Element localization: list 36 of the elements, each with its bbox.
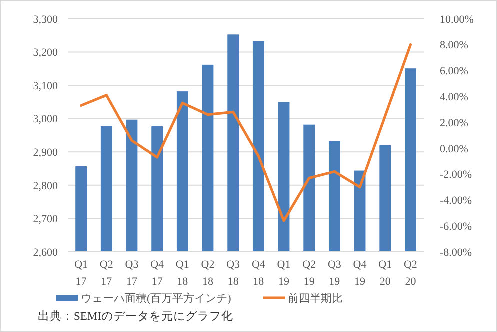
y2-tick-label: 0.00% — [440, 143, 468, 156]
x-tick-label: Q3 19 — [328, 259, 342, 288]
y-tick-label: 2,700 — [33, 214, 58, 226]
y-tick-label: 2,600 — [33, 246, 58, 259]
y-tick-label: 3,300 — [33, 14, 58, 26]
y2-tick-label: -8.00% — [440, 246, 472, 259]
x-tick-label: Q2 19 — [302, 259, 316, 288]
y-tick-label: 3,200 — [33, 47, 58, 60]
legend-label: ウェーハ面積(百万平方インチ) — [81, 292, 232, 305]
legend-label: 前四半期比 — [288, 292, 343, 305]
y-tick-label: 2,900 — [33, 146, 58, 159]
x-tick-label: Q4 18 — [252, 259, 266, 288]
y2-tick-label: -2.00% — [440, 169, 472, 182]
x-tick-label: Q1 18 — [176, 259, 190, 288]
y2-tick-label: 6.00% — [440, 66, 468, 78]
source-note: 出典：SEMIのデータを元にグラフ化 — [38, 310, 234, 323]
x-tick-label: Q2 20 — [404, 259, 418, 288]
y2-tick-label: 2.00% — [440, 117, 468, 130]
line-series — [80, 44, 412, 222]
x-tick-label: Q1 20 — [378, 259, 392, 288]
y-tick-label: 3,000 — [33, 114, 58, 126]
x-tick-label: Q3 18 — [226, 259, 241, 288]
x-tick-label: Q4 17 — [150, 259, 165, 288]
y2-tick-label: 10.00% — [440, 14, 474, 26]
y2-tick-label: -6.00% — [440, 220, 472, 233]
y-tick-label: 3,100 — [33, 80, 58, 92]
y2-tick-label: 8.00% — [440, 40, 468, 52]
x-tick-label: Q1 17 — [74, 259, 88, 288]
y2-tick-label: -4.00% — [440, 195, 472, 208]
x-tick-label: Q4 19 — [353, 259, 368, 288]
y-tick-label: 2,800 — [33, 180, 58, 192]
x-tick-label: Q3 17 — [125, 259, 140, 288]
y2-tick-label: 4.00% — [440, 92, 468, 104]
x-tick-label: Q2 17 — [100, 259, 114, 288]
x-tick-label: Q1 19 — [277, 259, 291, 288]
x-tick-label: Q2 18 — [201, 259, 215, 288]
